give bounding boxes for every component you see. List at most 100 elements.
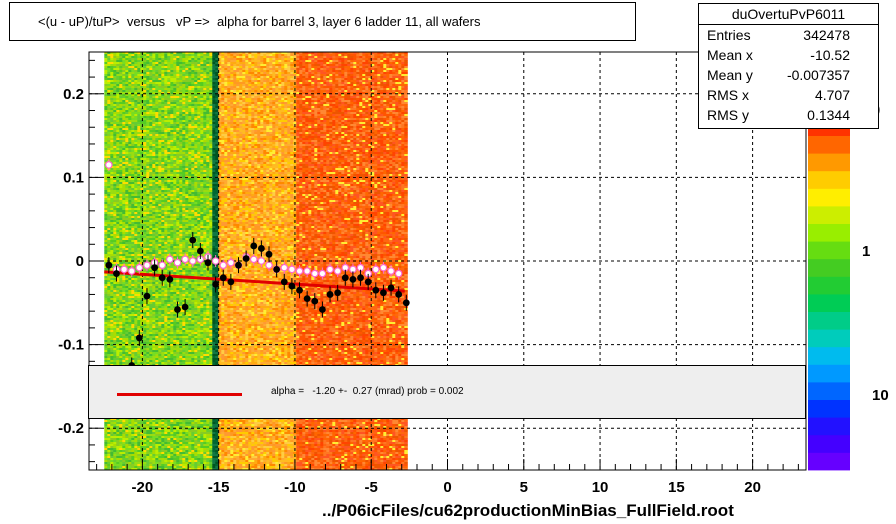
filled-point [227,278,235,286]
colorbar-segment [808,294,850,312]
open-point [288,265,296,274]
file-label: ../P06icFiles/cu62productionMinBias_Full… [322,501,734,521]
open-point [371,265,380,274]
y-tick-label: -0.1 [58,337,84,354]
filled-point [196,247,204,255]
filled-point [242,255,250,262]
stats-row-mean-y: Mean y -0.007357 [699,65,878,85]
stats-key: Mean y [707,65,753,85]
open-point [333,267,342,275]
filled-point [250,242,258,250]
x-tick-label: 20 [744,479,761,496]
colorbar-segment [808,452,850,471]
filled-point [402,299,410,307]
y-tick-label: 0 [76,253,84,270]
filled-point [273,265,281,273]
y-tick-label: 0.1 [63,169,84,186]
colorbar-segment [808,135,850,154]
colorbar-segment [808,329,850,348]
open-point [379,263,388,272]
colorbar-label: 10 [872,387,889,404]
heatmap [104,52,408,471]
stats-row-entries: Entries 342478 [699,25,878,45]
open-point [310,269,319,278]
filled-point [311,297,319,305]
stats-key: RMS x [707,85,749,105]
colorbar-segment [808,311,850,330]
colorbar-segment [808,206,850,224]
open-point [127,267,136,275]
open-point [318,269,327,278]
colorbar-segment [808,258,850,277]
colorbar-segment [808,434,850,453]
colorbar-segment [808,241,850,260]
stats-key: Mean x [707,45,753,65]
filled-point [151,264,158,272]
filled-point [113,270,120,277]
stats-value: 342478 [803,25,850,45]
filled-point [143,292,151,300]
open-point [181,255,189,264]
open-point [188,257,197,265]
filled-point [204,259,212,267]
stats-key: RMS y [707,105,749,125]
x-tick-label: -10 [284,479,306,496]
data-points [105,158,410,391]
colorbar-segment [808,170,850,189]
axes: -20 -15 -10 -5 0 5 10 15 20 0.2 0.1 0 -0.1 -0.2 [58,51,807,496]
filled-point [380,289,387,297]
filled-point [395,291,403,298]
open-point [166,255,174,264]
x-tick-label: 0 [443,479,451,496]
filled-point [219,274,227,282]
y-tick-label: -0.2 [58,420,84,437]
colorbar-segment [808,346,850,365]
colorbar-segment [808,364,850,383]
colorbar-segment [808,153,850,172]
stats-row-mean-x: Mean x -10.52 [699,45,878,65]
colorbar-segment [808,188,850,207]
filled-point [280,278,288,286]
open-point [303,267,311,275]
open-point [158,261,167,269]
filled-point [303,295,311,303]
filled-point [105,261,113,269]
stats-value: -0.007357 [787,65,850,85]
fit-legend: alpha = -1.20 +- 0.27 (mrad) prob = 0.00… [88,365,806,419]
stats-value: -10.52 [810,45,850,65]
filled-point [189,236,197,244]
open-point [143,261,151,269]
colorbar-segment [808,417,850,436]
x-tick-label: -5 [365,479,378,496]
filled-point [326,291,334,298]
stats-value: 0.1344 [807,105,850,125]
chart-title: <(u - uP)/tuP> versus vP => alpha for ba… [9,2,636,41]
filled-point [372,286,380,294]
open-point [295,267,304,275]
open-point [394,269,403,278]
colorbar-segment [808,382,850,400]
stats-row-rms-y: RMS y 0.1344 [699,105,878,125]
open-point [173,258,182,267]
filled-point [181,303,189,311]
filled-point [349,275,357,283]
filled-point [265,250,273,258]
filled-point [212,281,220,288]
colorbar-segment [808,399,850,418]
open-point [387,267,395,275]
filled-point [334,289,342,297]
stats-value: 4.707 [815,85,850,105]
filled-point [364,278,372,286]
x-tick-label: 5 [520,479,528,496]
filled-point [387,284,395,292]
open-point [249,255,258,264]
colorbar: 1 10 [808,103,889,471]
filled-point [296,286,303,294]
open-point [265,261,273,269]
filled-point [174,306,181,313]
open-point [211,257,220,265]
stats-box: duOvertuPvP6011 Entries 342478 Mean x -1… [698,3,879,129]
filled-point [319,306,326,313]
open-point [120,265,128,274]
